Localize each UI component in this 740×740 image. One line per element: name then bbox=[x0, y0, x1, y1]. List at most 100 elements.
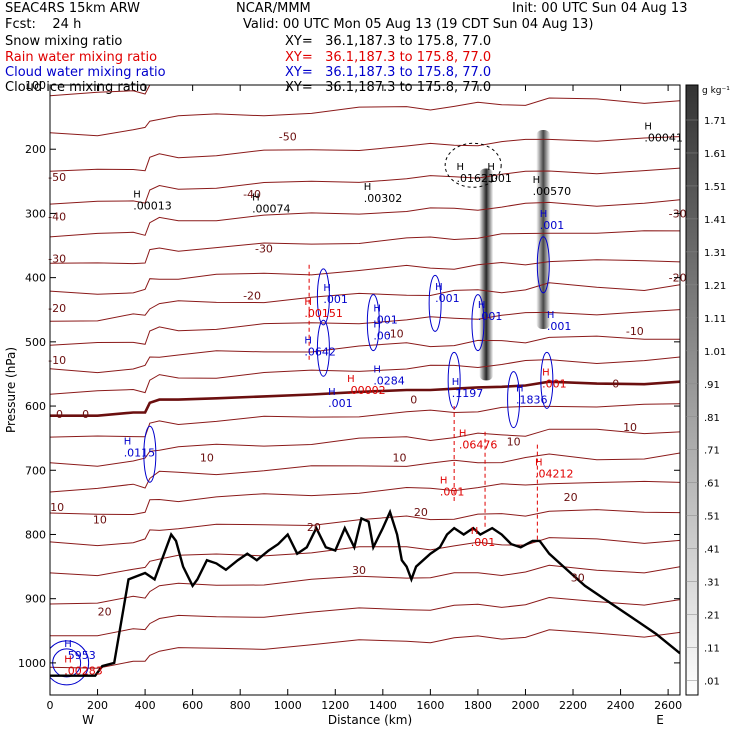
isotherm-label: 0 bbox=[56, 408, 63, 421]
isotherm-line bbox=[50, 403, 680, 438]
isotherm-line bbox=[50, 230, 680, 265]
isotherm-line bbox=[50, 335, 680, 374]
colorbar-level-label: 1.21 bbox=[704, 281, 726, 292]
field-xy-rain: XY= 36.1,187.3 to 175.8, 77.0 bbox=[285, 50, 492, 65]
extremum-value-label: .001 bbox=[542, 378, 567, 391]
extremum-value-label: .5953 bbox=[64, 649, 96, 662]
isotherm-label: -40 bbox=[48, 211, 66, 224]
extremum-value-label: .00013 bbox=[133, 200, 172, 213]
extremum-h-marker: H bbox=[323, 283, 331, 294]
valid-time: Valid: 00 UTC Mon 05 Aug 13 (19 CDT Sun … bbox=[243, 17, 594, 32]
extremum-h-marker: H bbox=[516, 384, 524, 395]
isotherm-label: 20 bbox=[307, 521, 321, 534]
cloud-water-contour bbox=[471, 294, 485, 352]
x-tick-label: 600 bbox=[182, 699, 203, 712]
colorbar-level-label: 1.11 bbox=[704, 314, 726, 325]
y-tick-label: 700 bbox=[25, 464, 46, 477]
field-xy-snow: XY= 36.1,187.3 to 175.8, 77.0 bbox=[285, 34, 492, 49]
extremum-h-marker: H bbox=[64, 655, 72, 666]
extremum-value-label: .001 bbox=[478, 310, 503, 323]
field-xy-cloud-water: XY= 36.1,187.3 to 175.8, 77.0 bbox=[285, 65, 492, 80]
y-tick-label: 200 bbox=[25, 143, 46, 156]
isotherm-line bbox=[50, 537, 680, 577]
extremum-h-marker: H bbox=[124, 436, 132, 447]
colorbar-level-label: 1.51 bbox=[704, 182, 726, 193]
field-label-cloud-water: Cloud water mixing ratio bbox=[5, 65, 166, 80]
extremum-value-label: .001 bbox=[487, 172, 512, 185]
isotherm-label: -40 bbox=[243, 188, 261, 201]
colorbar-level-label: .61 bbox=[704, 479, 720, 490]
extremum-value-label: .001 bbox=[540, 219, 565, 232]
x-tick-label: 200 bbox=[87, 699, 108, 712]
isotherm-label: 20 bbox=[564, 491, 578, 504]
extremum-value-label: .0115 bbox=[124, 446, 156, 459]
extremum-h-marker: H bbox=[328, 387, 336, 398]
extremum-value-label: .01621 bbox=[457, 172, 496, 185]
colorbar-level-label: 1.71 bbox=[704, 116, 726, 127]
colorbar-level-label: .81 bbox=[704, 413, 720, 424]
colorbar-level-label: .51 bbox=[704, 512, 720, 523]
colorbar-level-label: .21 bbox=[704, 611, 720, 622]
extremum-value-label: .00283 bbox=[64, 665, 103, 678]
extremum-h-marker: H bbox=[64, 639, 72, 650]
extremum-h-marker: H bbox=[435, 282, 443, 293]
extremum-h-marker: H bbox=[364, 182, 372, 193]
x-tick-label: 800 bbox=[230, 699, 251, 712]
extremum-value-label: .001 bbox=[373, 313, 398, 326]
extremum-value-label: .00 bbox=[373, 329, 391, 342]
cloud-water-contour bbox=[507, 371, 521, 429]
isotherm-line bbox=[50, 564, 680, 605]
extremum-h-marker: H bbox=[373, 319, 381, 330]
extremum-value-label: .001 bbox=[435, 292, 460, 305]
extremum-value-label: .00041 bbox=[644, 132, 683, 145]
isotherm-label: 10 bbox=[93, 514, 107, 527]
x-tick-label: 1800 bbox=[464, 699, 492, 712]
extremum-value-label: .00302 bbox=[364, 192, 403, 205]
isotherm-line bbox=[50, 199, 680, 238]
colorbar-level-label: .01 bbox=[704, 677, 720, 688]
x-tick-label: 1400 bbox=[369, 699, 397, 712]
colorbar-level-label: .71 bbox=[704, 446, 720, 457]
isotherm-label: 0 bbox=[82, 408, 89, 421]
isotherm-label: 30 bbox=[352, 564, 366, 577]
isotherm-label: 0 bbox=[612, 378, 619, 391]
isotherm-line bbox=[50, 136, 680, 172]
extremum-h-marker: H bbox=[457, 162, 465, 173]
extremum-h-marker: H bbox=[535, 457, 543, 468]
x-tick-label: 1000 bbox=[274, 699, 302, 712]
x-tick-label: 2400 bbox=[607, 699, 635, 712]
y-tick-label: 100 bbox=[25, 79, 46, 92]
extremum-h-marker: H bbox=[304, 335, 312, 346]
extremum-value-label: .06476 bbox=[459, 439, 498, 452]
colorbar-unit-label: g kg⁻¹ bbox=[702, 86, 730, 96]
y-tick-label: 800 bbox=[25, 528, 46, 541]
extremum-h-marker: H bbox=[347, 374, 355, 385]
extremum-h-marker: H bbox=[304, 297, 312, 308]
cloud-water-contour bbox=[316, 319, 330, 377]
isotherm-line bbox=[50, 629, 680, 669]
extremum-value-label: .00151 bbox=[304, 307, 343, 320]
extremum-value-label: .0642 bbox=[304, 345, 336, 358]
extremum-value-label: .00002 bbox=[347, 384, 386, 397]
extremum-h-marker: H bbox=[644, 122, 652, 133]
model-name: SEAC4RS 15km ARW bbox=[5, 1, 141, 16]
colorbar-level-label: 1.01 bbox=[704, 347, 726, 358]
colorbar-level-label: .31 bbox=[704, 578, 720, 589]
isotherm-line bbox=[50, 509, 680, 547]
extremum-h-marker: H bbox=[547, 310, 555, 321]
extremum-h-marker: H bbox=[373, 303, 381, 314]
extremum-value-label: .001 bbox=[440, 485, 465, 498]
isotherm-label: -30 bbox=[48, 252, 66, 265]
extremum-h-marker: H bbox=[373, 364, 381, 375]
isotherm-label: -10 bbox=[48, 354, 66, 367]
extremum-h-marker: H bbox=[452, 377, 460, 388]
extremum-h-marker: H bbox=[478, 300, 486, 311]
isotherm-label: 10 bbox=[50, 501, 64, 514]
cloud-water-contour bbox=[540, 351, 554, 409]
snow-column bbox=[536, 129, 551, 329]
colorbar-level-label: .11 bbox=[704, 644, 720, 655]
x-axis-west-label: W bbox=[82, 713, 94, 727]
isotherm-line bbox=[50, 428, 680, 467]
extremum-value-label: .001 bbox=[328, 397, 353, 410]
